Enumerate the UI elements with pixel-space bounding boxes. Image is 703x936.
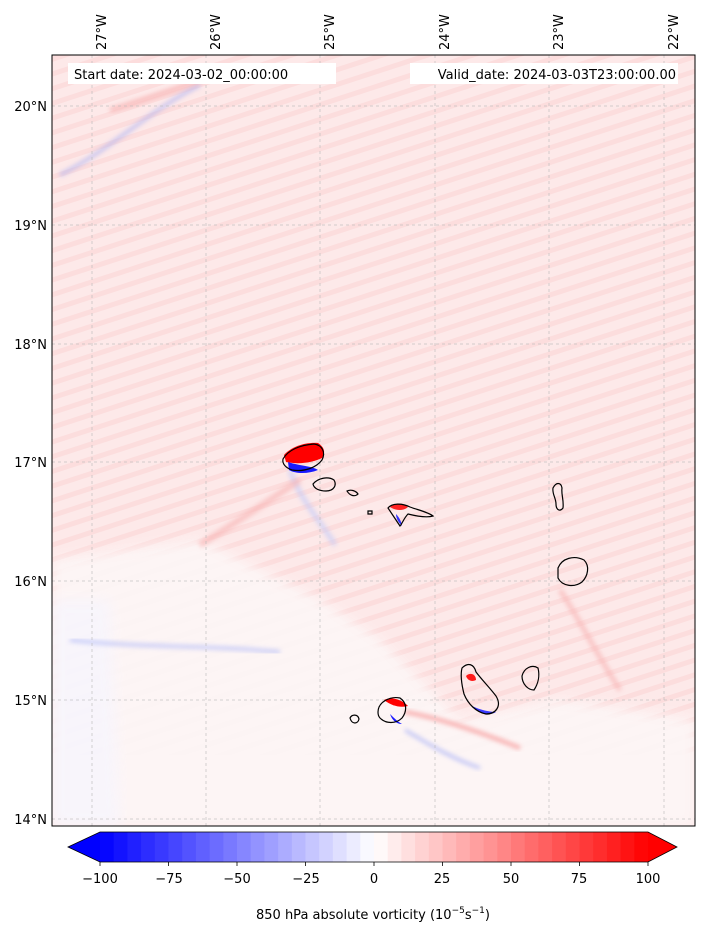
start-date-box: [68, 63, 336, 84]
colorbar-swatch: [374, 832, 389, 862]
island-brava: [349, 714, 360, 724]
lon-tick-label: 22°W: [667, 14, 682, 50]
lon-tick-label: 24°W: [438, 14, 453, 50]
colorbar-swatch: [606, 832, 622, 862]
colorbar-swatch: [360, 832, 375, 862]
colorbar-swatch: [168, 832, 183, 862]
lat-tick-label: 20°N: [14, 100, 47, 115]
island-razo: [367, 510, 373, 515]
colorbar-ticks: −100 −75 −50 −25 0 25 50 75 100: [82, 872, 660, 887]
island-sao-vicente: [312, 477, 336, 492]
island-santiago: [460, 663, 499, 715]
colorbar-swatch: [127, 832, 142, 862]
colorbar-tick-label: 75: [571, 872, 588, 887]
lon-tick-label: 27°W: [95, 14, 110, 50]
lat-tick-label: 17°N: [14, 456, 47, 471]
colorbar-swatch: [552, 832, 567, 862]
gridlines: [52, 55, 695, 826]
island-sal: [552, 482, 564, 511]
colorbar-swatch: [456, 832, 471, 862]
colorbar-extend-min: [68, 832, 100, 862]
colorbar-swatch: [182, 832, 197, 862]
colorbar-swatch: [291, 832, 307, 862]
lat-tick-label: 19°N: [14, 219, 47, 234]
colorbar-swatch: [387, 832, 402, 862]
colorbar-tick-label: −100: [82, 872, 118, 887]
colorbar-swatch: [223, 832, 238, 862]
colorbar-swatch: [195, 832, 211, 862]
colorbar-swatch: [319, 832, 334, 862]
colorbar-tick-label: 100: [636, 872, 661, 887]
colorbar-swatch: [209, 832, 224, 862]
colorbar-tick-label: 50: [503, 872, 520, 887]
positive-vorticity-wake: [557, 588, 623, 692]
colorbar: [67, 831, 678, 866]
latitude-ticks: 20°N 19°N 18°N 17°N 16°N 15°N 14°N: [14, 100, 47, 828]
colorbar-swatch: [305, 832, 320, 862]
island-boa-vista: [557, 557, 589, 587]
colorbar-swatch: [237, 832, 252, 862]
start-date-label: Start date: 2024-03-02_00:00:00: [74, 68, 288, 83]
colorbar-swatch: [511, 832, 526, 862]
valid-date-box: [410, 63, 678, 84]
colorbar-title: 850 hPa absolute vorticity (10−5s−1): [256, 906, 490, 923]
colorbar-swatch: [497, 832, 512, 862]
colorbar-swatch: [538, 832, 553, 862]
colorbar-swatch: [524, 832, 539, 862]
longitude-ticks: 27°W 26°W 25°W 24°W 23°W 22°W: [95, 14, 682, 50]
colorbar-swatch: [332, 832, 348, 862]
colorbar-swatch: [483, 832, 498, 862]
colorbar-swatch: [278, 832, 293, 862]
lon-tick-label: 26°W: [209, 14, 224, 50]
colorbar-swatch: [250, 832, 265, 862]
island-santa-luzia: [346, 489, 359, 497]
colorbar-swatch: [428, 832, 444, 862]
colorbar-swatch: [442, 832, 457, 862]
colorbar-tick-label: 25: [434, 872, 451, 887]
negative-vorticity-streak: [404, 728, 481, 770]
island-santo-antao: [282, 442, 325, 473]
colorbar-tick-label: −50: [223, 872, 250, 887]
colorbar-tick-label: −25: [292, 872, 319, 887]
lat-tick-label: 15°N: [14, 694, 47, 709]
colorbar-swatch: [264, 832, 279, 862]
map-panel: [52, 55, 695, 826]
island-sao-nicolau: [387, 503, 435, 527]
lat-tick-label: 18°N: [14, 338, 47, 353]
negative-vorticity-streak: [59, 83, 201, 177]
positive-vorticity-wake: [198, 477, 302, 548]
colorbar-swatch: [620, 832, 635, 862]
negative-vorticity-streak: [287, 469, 338, 547]
colorbar-swatch: [415, 832, 430, 862]
colorbar-swatch: [469, 832, 485, 862]
map-frame: [51, 54, 696, 827]
valid-date-label: Valid_date: 2024-03-03T23:00:00.00: [438, 68, 676, 83]
colorbar-tick-label: −75: [155, 872, 182, 887]
colorbar-swatch: [579, 832, 594, 862]
colorbar-swatch: [634, 832, 649, 862]
colorbar-tick-label: 0: [370, 872, 378, 887]
lon-tick-label: 25°W: [323, 14, 338, 50]
lat-tick-label: 16°N: [14, 575, 47, 590]
island-maio: [521, 665, 540, 691]
colorbar-swatch: [113, 832, 128, 862]
colorbar-swatch: [593, 832, 608, 862]
colorbar-swatch: [346, 832, 361, 862]
colorbar-swatch: [141, 832, 156, 862]
colorbar-swatch: [100, 832, 115, 862]
positive-vorticity-wake: [404, 710, 521, 750]
colorbar-swatch: [401, 832, 416, 862]
lon-tick-label: 23°W: [552, 14, 567, 50]
colorbar-swatch: [565, 832, 581, 862]
colorbar-swatch: [154, 832, 170, 862]
low-vorticity-region: [52, 540, 695, 826]
colorbar-extend-max: [648, 832, 677, 862]
negative-vorticity-streak: [69, 638, 281, 654]
low-vorticity-region-west: [52, 600, 120, 826]
island-fogo: [377, 697, 408, 724]
lat-tick-label: 14°N: [14, 813, 47, 828]
